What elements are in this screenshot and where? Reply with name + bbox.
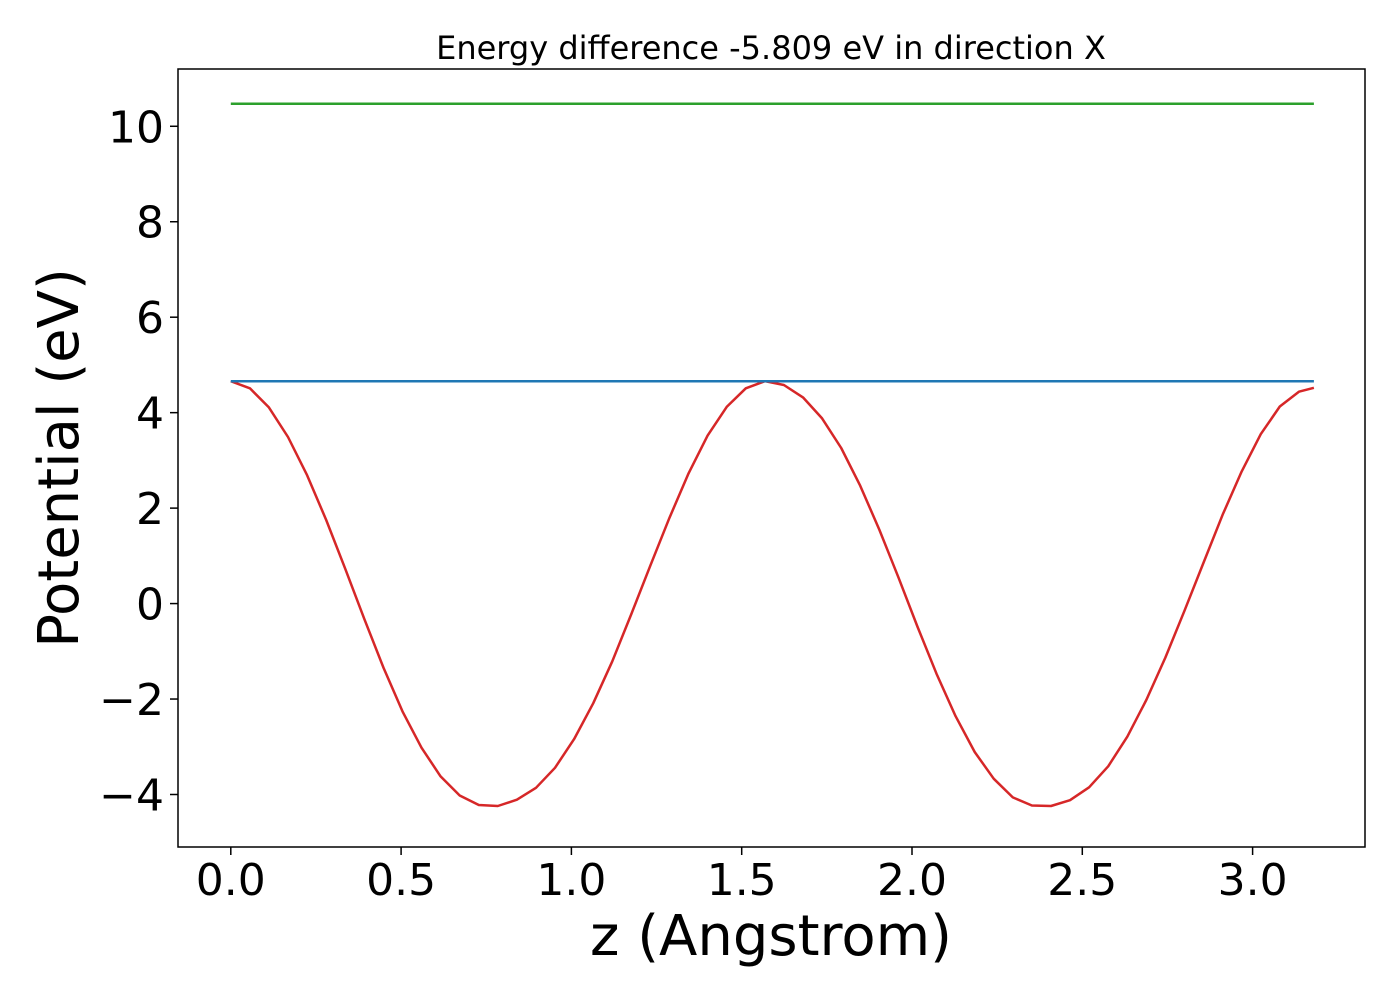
series-layer <box>230 102 1315 808</box>
y-tick-label: 4 <box>136 389 164 440</box>
y-tick-label: −4 <box>99 770 164 821</box>
x-axis: 0.0 0.5 1.0 1.5 2.0 2.5 3.0 <box>196 847 1288 906</box>
x-tick-label: 0.0 <box>196 855 266 906</box>
potential-line <box>230 379 1315 808</box>
x-tick-label: 3.0 <box>1218 855 1288 906</box>
y-axis: −4 −2 0 2 4 6 8 10 <box>99 102 178 821</box>
y-tick-label: 2 <box>136 484 164 535</box>
y-tick-label: 6 <box>136 293 164 344</box>
y-tick-label: 8 <box>136 198 164 249</box>
plot-frame <box>177 68 1366 848</box>
x-tick-label: 2.5 <box>1047 855 1117 906</box>
chart-title: Energy difference -5.809 eV in direction… <box>436 29 1106 67</box>
y-tick-label: −2 <box>99 675 164 726</box>
y-tick-label: 0 <box>136 580 164 631</box>
x-tick-label: 1.5 <box>707 855 777 906</box>
x-axis-label: z (Angstrom) <box>590 904 952 969</box>
y-axis-label: Potential (eV) <box>27 268 92 648</box>
x-tick-label: 2.0 <box>877 855 947 906</box>
x-tick-label: 1.0 <box>536 855 606 906</box>
x-tick-label: 0.5 <box>366 855 436 906</box>
y-tick-label: 10 <box>108 102 164 153</box>
